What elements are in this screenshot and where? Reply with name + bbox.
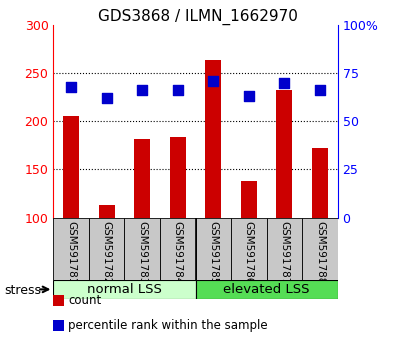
Point — [139, 87, 145, 93]
Bar — [205, 59, 221, 218]
Text: stress: stress — [4, 285, 41, 297]
Point — [246, 93, 252, 99]
Bar — [170, 137, 186, 218]
Point — [210, 78, 216, 84]
Text: GSM591788: GSM591788 — [315, 221, 325, 284]
Bar — [99, 205, 115, 218]
Bar — [124, 218, 160, 280]
Text: GSM591785: GSM591785 — [208, 221, 218, 284]
Bar — [53, 218, 89, 280]
Point — [281, 80, 288, 85]
Bar — [196, 218, 231, 280]
Text: percentile rank within the sample: percentile rank within the sample — [68, 319, 268, 332]
Bar — [276, 90, 292, 218]
Text: elevated LSS: elevated LSS — [224, 283, 310, 296]
Text: GSM591781: GSM591781 — [66, 221, 76, 284]
Text: GSM591784: GSM591784 — [173, 221, 183, 284]
Text: normal LSS: normal LSS — [87, 283, 162, 296]
Point — [103, 95, 110, 101]
Point — [175, 87, 181, 93]
Bar — [89, 218, 124, 280]
Text: count: count — [68, 294, 102, 307]
Bar — [267, 218, 302, 280]
Text: GSM591783: GSM591783 — [137, 221, 147, 284]
Bar — [63, 116, 79, 218]
Bar — [53, 280, 196, 299]
Bar — [231, 218, 267, 280]
Bar — [312, 148, 328, 218]
Text: GSM591786: GSM591786 — [244, 221, 254, 284]
Text: GSM591787: GSM591787 — [279, 221, 290, 284]
Text: GDS3868 / ILMN_1662970: GDS3868 / ILMN_1662970 — [98, 9, 297, 25]
Bar — [302, 218, 338, 280]
Text: GSM591782: GSM591782 — [102, 221, 112, 284]
Bar — [241, 181, 257, 218]
Bar — [134, 139, 150, 218]
Point — [317, 87, 323, 93]
Bar — [160, 218, 196, 280]
Point — [68, 84, 74, 89]
Bar — [196, 280, 338, 299]
